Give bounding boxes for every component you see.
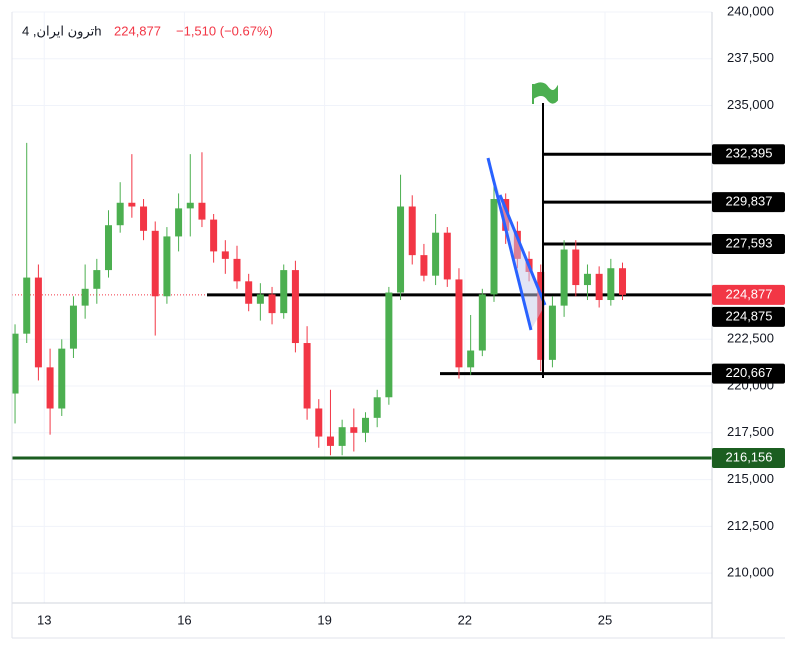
candle-body bbox=[408, 206, 416, 256]
candle-body bbox=[46, 367, 54, 409]
candle-body bbox=[280, 270, 288, 314]
candle-body bbox=[221, 251, 229, 259]
candle-body bbox=[362, 417, 370, 433]
candle-body bbox=[175, 208, 183, 237]
price-label-box bbox=[712, 284, 785, 305]
candle-body bbox=[397, 206, 405, 293]
level-label-box bbox=[712, 447, 785, 468]
candle-body bbox=[326, 436, 334, 446]
y-tick-label: 237,500 bbox=[727, 50, 774, 65]
candles bbox=[11, 142, 627, 456]
candle-body bbox=[58, 348, 66, 409]
y-tick-label: 215,000 bbox=[727, 471, 774, 486]
candle-body bbox=[23, 277, 31, 334]
overlay bbox=[486, 82, 558, 378]
x-tick-label: 16 bbox=[177, 612, 191, 627]
candle-body bbox=[583, 273, 591, 286]
y-tick-label: 212,500 bbox=[727, 518, 774, 533]
candle-body bbox=[560, 249, 568, 306]
candle-body bbox=[455, 279, 463, 368]
candle-body bbox=[256, 294, 264, 304]
candle-body bbox=[315, 408, 323, 437]
y-tick-label: 222,500 bbox=[727, 331, 774, 346]
candle-body bbox=[11, 333, 19, 394]
candle-body bbox=[350, 427, 358, 433]
candle-body bbox=[619, 268, 627, 295]
candle-body bbox=[198, 202, 206, 220]
candle-body bbox=[490, 199, 498, 295]
level-label: 224,875 bbox=[726, 308, 773, 323]
price-label: 224,877 bbox=[726, 286, 773, 301]
flag-icon bbox=[532, 82, 558, 104]
candle-body bbox=[420, 255, 428, 276]
x-tick-label: 25 bbox=[598, 612, 612, 627]
candle-body bbox=[607, 268, 615, 301]
candle-body bbox=[291, 270, 299, 344]
channel-line bbox=[486, 157, 533, 331]
level-label-box bbox=[712, 363, 785, 384]
candle-body bbox=[210, 219, 218, 252]
candle-body bbox=[34, 277, 42, 368]
candle-body bbox=[245, 281, 253, 304]
y-tick-label: 240,000 bbox=[727, 3, 774, 18]
candle-body bbox=[432, 232, 440, 276]
x-tick-label: 19 bbox=[317, 612, 331, 627]
level-label-box bbox=[712, 192, 785, 213]
level-label-box bbox=[712, 306, 785, 327]
level-label: 232,395 bbox=[726, 146, 773, 161]
candle-body bbox=[140, 206, 148, 231]
level-label: 216,156 bbox=[726, 449, 773, 464]
candle-body bbox=[338, 427, 346, 446]
candle-body bbox=[303, 343, 311, 409]
level-label-box bbox=[712, 144, 785, 165]
candle-body bbox=[81, 288, 89, 306]
level-label: 220,667 bbox=[726, 365, 773, 380]
candle-body bbox=[128, 202, 136, 207]
candle-body bbox=[93, 270, 101, 289]
candle-body bbox=[548, 305, 556, 360]
candle-body bbox=[233, 258, 241, 282]
x-tick-label: 22 bbox=[458, 612, 472, 627]
grid bbox=[12, 11, 712, 603]
candle-body bbox=[385, 292, 393, 398]
y-tick-label: 210,000 bbox=[727, 565, 774, 580]
level-label: 229,837 bbox=[726, 194, 773, 209]
labels: 210,000212,500215,000217,500220,000222,5… bbox=[37, 3, 785, 627]
candle-body bbox=[537, 271, 545, 360]
candle-body bbox=[478, 294, 486, 351]
candle-body bbox=[163, 236, 171, 297]
candle-body bbox=[104, 225, 112, 271]
candle-body bbox=[443, 232, 451, 280]
x-tick-label: 13 bbox=[37, 612, 51, 627]
candle-body bbox=[595, 273, 603, 301]
y-tick-label: 217,500 bbox=[727, 424, 774, 439]
symbol-title: ترون ایران, 4h bbox=[22, 23, 101, 39]
candle-body bbox=[116, 202, 124, 226]
y-tick-label: 235,000 bbox=[727, 97, 774, 112]
candle-body bbox=[151, 230, 159, 297]
channel-line bbox=[498, 194, 547, 306]
header-price: 224,877 bbox=[114, 23, 161, 38]
level-label: 227,593 bbox=[726, 235, 773, 250]
level-label-box bbox=[712, 234, 785, 255]
candle-body bbox=[467, 350, 475, 368]
candle-body bbox=[69, 305, 77, 349]
candle-body bbox=[268, 294, 276, 314]
candle-body bbox=[186, 202, 194, 209]
candle-body bbox=[373, 397, 381, 418]
candle-body bbox=[572, 249, 580, 286]
header-change: −1,510 (−0.67%) bbox=[176, 23, 273, 38]
